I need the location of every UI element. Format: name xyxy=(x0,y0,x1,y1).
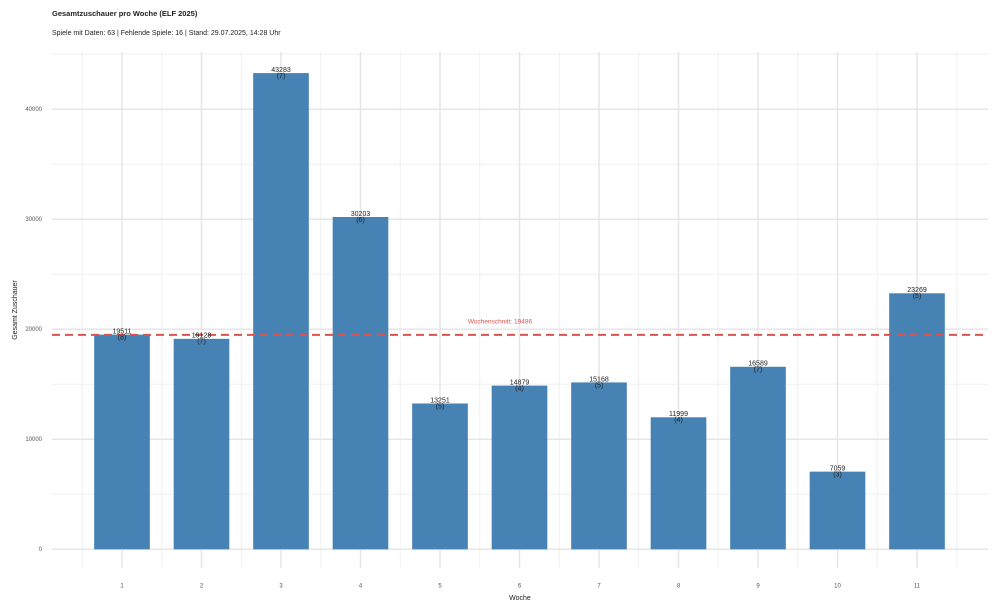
value-label: 11999 xyxy=(669,411,688,418)
count-label: (5) xyxy=(913,293,922,300)
value-label: 19511 xyxy=(113,328,132,335)
bar xyxy=(730,366,786,550)
x-tick-label: 6 xyxy=(518,584,522,590)
count-label: (4) xyxy=(674,417,683,424)
x-tick-label: 10 xyxy=(834,584,841,590)
chart-title: Gesamtzuschauer pro Woche (ELF 2025) xyxy=(52,9,198,18)
chart-subtitle: Spiele mit Daten: 63 | Fehlende Spiele: … xyxy=(52,30,281,37)
y-tick-label: 30000 xyxy=(25,217,42,223)
mean-label: Wochenschnitt: 19486 xyxy=(468,319,533,326)
value-label: 30203 xyxy=(351,211,371,218)
count-label: (7) xyxy=(754,367,763,374)
bar xyxy=(809,471,866,550)
bar xyxy=(491,385,548,550)
bar xyxy=(173,338,230,550)
value-label: 13251 xyxy=(430,397,450,404)
bar xyxy=(650,417,707,550)
value-label: 23269 xyxy=(907,287,927,294)
value-label: 15168 xyxy=(589,376,609,383)
value-label: 7059 xyxy=(830,465,846,472)
count-label: (5) xyxy=(595,382,604,389)
bar xyxy=(94,334,150,550)
count-label: (7) xyxy=(277,73,286,80)
value-label: 43283 xyxy=(271,67,291,74)
x-tick-label: 4 xyxy=(359,584,363,590)
count-label: (5) xyxy=(436,403,445,410)
y-tick-label: 40000 xyxy=(25,107,42,113)
y-tick-label: 0 xyxy=(39,547,43,553)
count-label: (8) xyxy=(118,334,127,341)
y-tick-label: 20000 xyxy=(25,327,42,333)
bar xyxy=(253,73,309,550)
value-label: 14879 xyxy=(510,379,530,386)
bar xyxy=(571,382,627,550)
value-label: 16589 xyxy=(748,361,768,368)
bar xyxy=(332,216,389,550)
y-tick-label: 10000 xyxy=(25,437,42,443)
x-tick-label: 7 xyxy=(597,584,601,590)
x-tick-label: 5 xyxy=(438,584,442,590)
x-tick-label: 3 xyxy=(279,584,283,590)
x-tick-label: 9 xyxy=(756,584,760,590)
bar xyxy=(412,403,468,550)
x-tick-label: 2 xyxy=(200,584,204,590)
bar xyxy=(889,293,945,550)
x-tick-label: 11 xyxy=(914,584,921,590)
count-label: (3) xyxy=(833,471,842,478)
x-tick-label: 8 xyxy=(677,584,681,590)
y-axis-label: Gesamt Zuschauer xyxy=(12,280,19,340)
value-label: 19128 xyxy=(192,333,212,340)
x-tick-label: 1 xyxy=(120,584,124,590)
count-label: (6) xyxy=(356,217,365,224)
count-label: (4) xyxy=(515,385,524,392)
x-axis-label: Woche xyxy=(509,595,531,602)
count-label: (7) xyxy=(197,339,206,346)
